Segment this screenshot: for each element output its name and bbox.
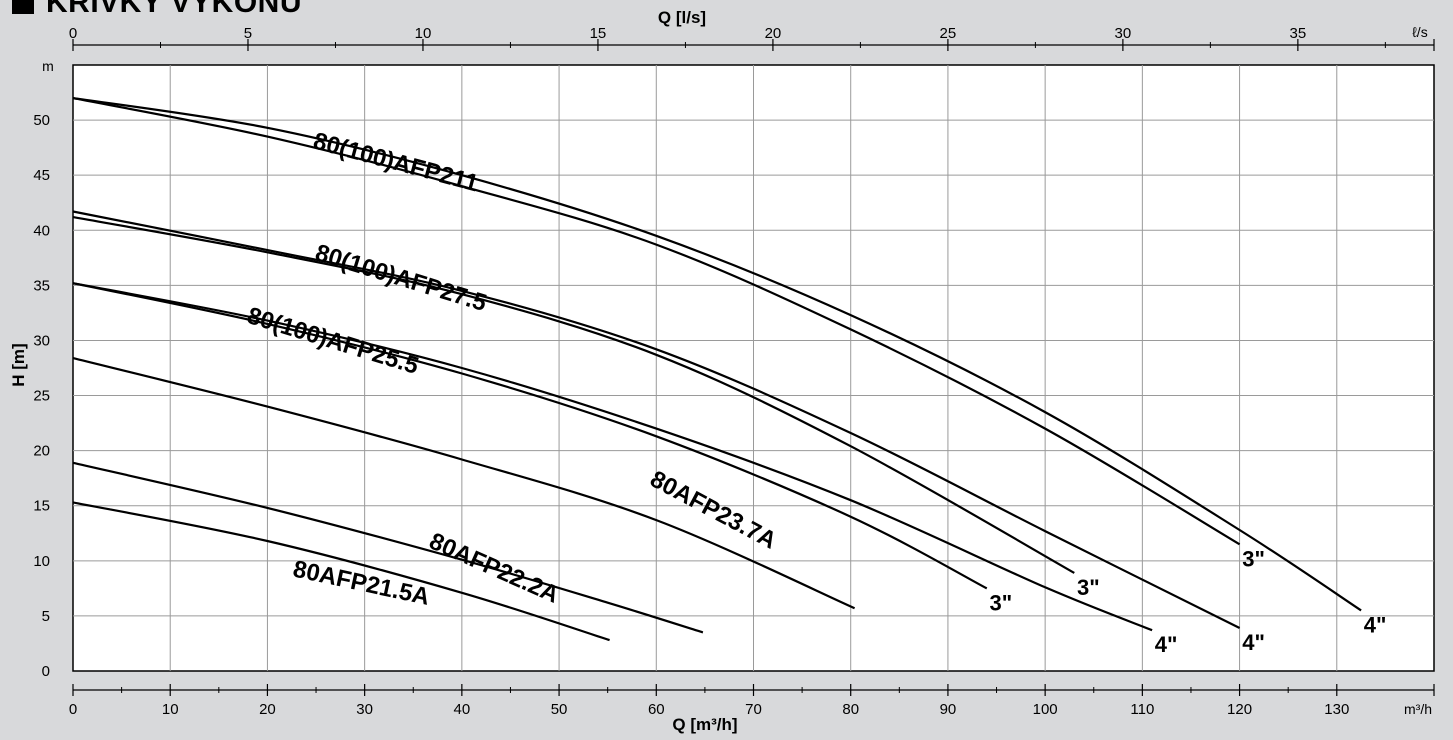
x2-tick-label: 20 [765, 25, 782, 42]
x2-tick-label: 35 [1290, 25, 1307, 42]
x-tick-label: 130 [1324, 701, 1349, 718]
y-tick-label: 0 [42, 663, 50, 680]
x-unit-label: m³/h [1404, 701, 1432, 717]
curve-end-label: 3" [1242, 546, 1265, 571]
curve-line [72, 282, 1153, 632]
x-tick-label: 10 [162, 701, 179, 718]
curve-line [72, 461, 704, 634]
curve-line [72, 282, 988, 590]
y-tick-label: 25 [33, 388, 50, 405]
x-tick-label: 40 [454, 701, 471, 718]
curve-end-label: 3" [989, 590, 1012, 615]
x-tick-label: 70 [745, 701, 762, 718]
x2-axis-title: Q [l/s] [658, 8, 706, 27]
curve-end-label: 4" [1242, 630, 1265, 655]
curve-line [72, 216, 1075, 574]
curve-end-label: 4" [1364, 612, 1387, 637]
x2-tick-label: 15 [590, 25, 607, 42]
x2-tick-label: 25 [940, 25, 957, 42]
x-tick-label: 30 [356, 701, 373, 718]
y-tick-label: 35 [33, 277, 50, 294]
y-tick-label: 5 [42, 608, 50, 625]
curve-line [72, 210, 1241, 629]
curve-line [72, 97, 1362, 612]
x-tick-label: 0 [69, 701, 77, 718]
x-tick-label: 120 [1227, 701, 1252, 718]
axes: 0 10 20 30 40 50 60 70 80 90 100 110 120 130 m³/hQ [m³… [9, 8, 1435, 734]
y-tick-label: 50 [33, 112, 50, 129]
x-tick-label: 20 [259, 701, 276, 718]
curve-end-label: 4" [1155, 632, 1178, 657]
y-axis-title: H [m] [9, 343, 28, 386]
x-tick-label: 110 [1130, 701, 1154, 718]
curve-line [72, 357, 856, 610]
x-tick-label: 80 [842, 701, 859, 718]
y-tick-label: 45 [33, 167, 50, 184]
y-tick-label: 40 [33, 222, 50, 239]
y-tick-label: 10 [33, 553, 50, 570]
curve-line [72, 97, 1241, 546]
x-tick-label: 50 [551, 701, 568, 718]
y-unit-label: m [42, 58, 54, 74]
x2-tick-label: 10 [415, 25, 432, 42]
title-square-icon [12, 0, 34, 14]
page-title: KRIVKY VYKONU [46, 0, 302, 19]
x2-tick-label: 30 [1115, 25, 1132, 42]
x-tick-label: 60 [648, 701, 665, 718]
curves [72, 97, 1362, 642]
curve-end-label: 3" [1077, 575, 1100, 600]
x2-unit-label: ℓ/s [1412, 24, 1427, 40]
x2-tick-label: 5 [244, 25, 252, 42]
y-tick-label: 20 [33, 443, 50, 460]
y-tick-label: 15 [33, 498, 50, 515]
x2-tick-label: 0 [69, 25, 77, 42]
x-tick-label: 100 [1033, 701, 1058, 718]
y-tick-label: 30 [33, 332, 50, 349]
x-tick-label: 90 [940, 701, 957, 718]
curve-line [72, 501, 610, 642]
x-axis-title: Q [m³/h] [672, 715, 737, 734]
